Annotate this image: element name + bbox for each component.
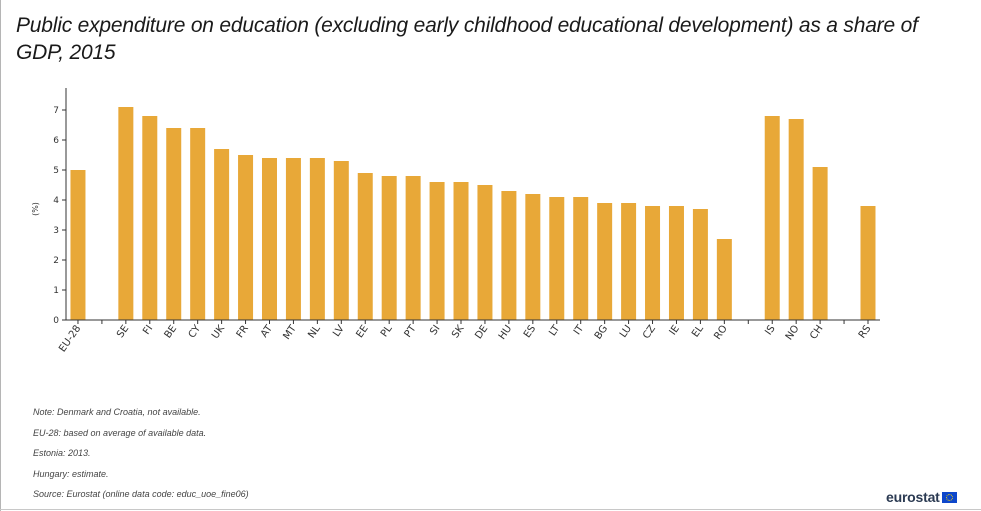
- bar-uk: [214, 149, 230, 320]
- x-tick-label: IE: [668, 323, 682, 337]
- x-tick-label: NO: [784, 323, 802, 342]
- x-tick-label: UK: [210, 323, 227, 341]
- x-tick-label: LT: [547, 323, 562, 338]
- bar-cy: [190, 128, 206, 320]
- y-axis: 0 1 2 3 4 5 6 7: [53, 88, 67, 326]
- y-tick-label: 5: [53, 166, 59, 176]
- notes: Note: Denmark and Croatia, not available…: [33, 407, 249, 510]
- bar-si: [429, 182, 445, 320]
- y-tick-label: 4: [53, 196, 59, 206]
- bar-es: [525, 194, 541, 320]
- bar-chart: (%) 0 1 2 3 4 5 6 7 EU-28 SE FI BE CY UK FR AT MT NL LV EE…: [31, 88, 880, 354]
- bar-ie: [668, 206, 684, 320]
- bar-is: [764, 116, 780, 320]
- bar-it: [573, 197, 589, 320]
- bars: [70, 107, 876, 320]
- x-tick-label: BE: [163, 323, 180, 340]
- x-tick-label: MT: [281, 323, 299, 342]
- x-tick-label: IT: [572, 323, 587, 337]
- x-tick-label: HU: [497, 323, 515, 341]
- bar-de: [477, 185, 493, 320]
- x-tick-label: EE: [354, 323, 370, 340]
- bar-hu: [501, 191, 517, 320]
- y-tick-label: 2: [53, 256, 59, 266]
- y-tick-label: 1: [53, 286, 59, 296]
- x-tick-label: AT: [259, 323, 276, 340]
- x-tick-label: LU: [618, 323, 634, 339]
- bar-eu-28: [70, 170, 86, 320]
- bar-sk: [453, 182, 469, 320]
- bar-lt: [549, 197, 565, 320]
- bar-no: [788, 119, 804, 320]
- eu-flag-icon: [941, 491, 957, 503]
- bar-se: [118, 107, 134, 320]
- logo-text: eurostat: [886, 489, 940, 505]
- x-tick-label: ES: [522, 323, 538, 340]
- bar-el: [692, 209, 708, 320]
- x-tick-label: LV: [331, 323, 347, 339]
- x-tick-label: CH: [808, 323, 825, 341]
- y-tick-label: 0: [53, 316, 59, 326]
- bar-be: [166, 128, 182, 320]
- x-tick-label: RS: [857, 323, 874, 340]
- source-line: Source: Eurostat (online data code: educ…: [33, 489, 249, 499]
- x-tick-label: EL: [690, 323, 706, 339]
- bar-lu: [621, 203, 637, 320]
- bar-cz: [645, 206, 661, 320]
- y-axis-label: (%): [31, 202, 40, 216]
- x-axis: EU-28 SE FI BE CY UK FR AT MT NL LV EE PL PT SI SK DE HU E…: [57, 319, 880, 354]
- note-line: Estonia: 2013.: [33, 448, 91, 458]
- bar-nl: [309, 158, 325, 320]
- bar-fr: [238, 155, 254, 320]
- bar-bg: [597, 203, 613, 320]
- x-tick-label: BG: [593, 323, 610, 341]
- note-line: Hungary: estimate.: [33, 468, 109, 479]
- bar-ee: [357, 173, 373, 320]
- x-tick-label: NL: [306, 323, 323, 340]
- y-tick-label: 3: [53, 226, 59, 236]
- bar-fi: [142, 116, 158, 320]
- x-tick-label: FI: [141, 323, 155, 336]
- x-tick-label: DE: [473, 323, 490, 341]
- x-tick-label: SK: [450, 323, 467, 340]
- x-tick-label: SE: [115, 323, 131, 340]
- x-tick-label: PT: [403, 323, 419, 340]
- bar-ro: [716, 239, 732, 320]
- x-tick-label: CZ: [641, 323, 658, 341]
- bar-at: [261, 158, 277, 320]
- x-tick-label: EU-28: [57, 323, 83, 354]
- bar-lv: [333, 161, 349, 320]
- frame-border: [0, 0, 1, 511]
- eurostat-logo: eurostat: [886, 489, 957, 505]
- note-line: EU-28: based on average of available dat…: [33, 427, 207, 438]
- x-tick-label: RO: [712, 323, 730, 342]
- chart-title: Public expenditure on education (excludi…: [16, 14, 918, 64]
- bar-rs: [860, 206, 876, 320]
- note-line: Note: Denmark and Croatia, not available…: [33, 407, 201, 417]
- bar-mt: [285, 158, 301, 320]
- x-tick-label: PL: [379, 323, 395, 339]
- bar-pl: [381, 176, 397, 320]
- bar-pt: [405, 176, 421, 320]
- frame-border-bottom: [0, 509, 981, 510]
- x-tick-label: SI: [428, 323, 442, 337]
- bar-ch: [812, 167, 828, 320]
- x-tick-label: FR: [235, 323, 251, 340]
- x-tick-label: CY: [187, 323, 204, 341]
- y-tick-label: 7: [53, 106, 59, 116]
- x-tick-label: IS: [763, 323, 777, 337]
- y-tick-label: 6: [53, 136, 59, 146]
